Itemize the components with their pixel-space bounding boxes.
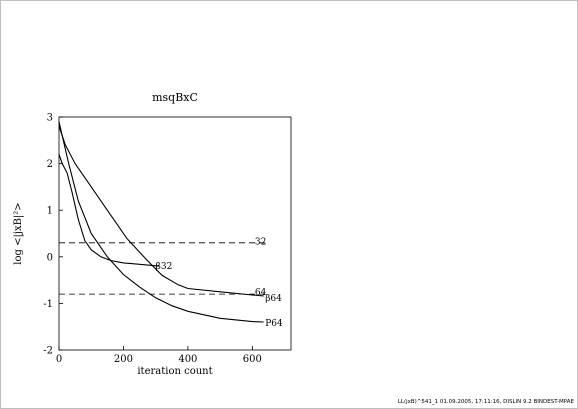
series-line — [58, 126, 264, 297]
y-axis-label: log <|jxB|²> — [13, 202, 24, 264]
x-tick-label: 400 — [178, 354, 197, 365]
y-tick-label: 0 — [47, 252, 53, 263]
y-tick-label: -1 — [43, 299, 53, 310]
footer-text: LL(jxB)^541_1 01.09.2005, 17:11:16, DISL… — [398, 399, 575, 405]
x-axis-label: iteration count — [137, 366, 212, 377]
series-line — [58, 121, 264, 323]
series-label: 64 — [255, 288, 267, 298]
series-label: P64 — [265, 319, 283, 329]
x-tick-label: 0 — [56, 354, 62, 365]
plot-area — [58, 116, 292, 351]
y-tick-label: -2 — [43, 346, 53, 357]
x-tick-label: 200 — [114, 354, 133, 365]
axis-ticks: 0 200 400 600 3 2 1 0 -1 -2 — [43, 113, 262, 366]
y-tick-label: 2 — [47, 159, 53, 170]
series-line — [58, 154, 159, 267]
y-tick-label: 3 — [47, 113, 53, 124]
chart-title: msqBxC — [152, 91, 198, 104]
series-lines — [58, 121, 266, 323]
y-tick-label: 1 — [47, 206, 53, 217]
series-label: 32 — [255, 237, 266, 247]
series-label: β64 — [265, 294, 282, 304]
series-labels: β32 β64 P64 32 64 — [156, 237, 283, 329]
x-tick-label: 600 — [243, 354, 262, 365]
series-label: β32 — [156, 262, 173, 272]
